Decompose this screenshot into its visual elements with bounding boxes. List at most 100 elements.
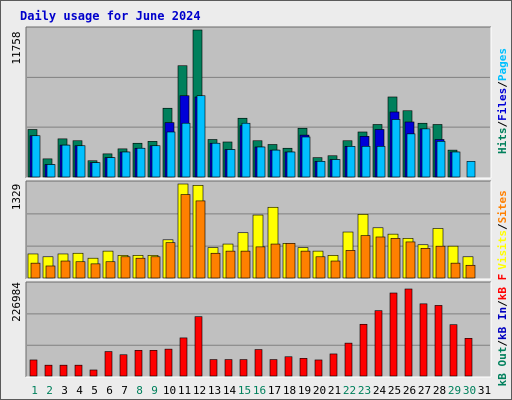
day-label-2: 2: [46, 384, 53, 397]
day-label-14: 14: [223, 384, 237, 397]
sites-bar-4: [75, 261, 86, 279]
legend-visits: Visits: [496, 230, 509, 270]
kbytes-bar-21: [329, 353, 338, 377]
sites-bar-22: [345, 250, 356, 279]
legend-kb-in: kB In: [496, 307, 509, 340]
pages-bar-26: [406, 133, 416, 178]
legend-sites: Sites: [496, 190, 509, 223]
sites-bar-1: [30, 262, 41, 279]
day-label-16: 16: [253, 384, 266, 397]
sites-bar-30: [465, 264, 476, 279]
kbytes-bar-14: [224, 359, 233, 377]
legend-hits: Hits: [496, 128, 509, 155]
panel-kbytes-ymax-label: 226984: [10, 282, 23, 322]
day-label-15: 15: [238, 384, 251, 397]
day-label-11: 11: [178, 384, 191, 397]
pages-bar-1: [31, 135, 41, 178]
kbytes-bar-28: [434, 305, 443, 377]
pages-bar-19: [301, 136, 311, 178]
kbytes-bar-17: [269, 359, 278, 377]
pages-bar-10: [166, 131, 176, 178]
day-label-4: 4: [76, 384, 83, 397]
kbytes-bar-27: [419, 303, 428, 377]
sites-bar-16: [255, 246, 266, 279]
pages-bar-30: [466, 161, 476, 178]
day-label-7: 7: [121, 384, 128, 397]
kbytes-bar-1: [29, 359, 38, 377]
sites-bar-23: [360, 235, 371, 279]
sites-bar-12: [195, 200, 206, 279]
kbytes-bar-25: [389, 292, 398, 377]
pages-bar-3: [61, 144, 71, 178]
legend-pages: Pages: [496, 48, 509, 81]
pages-bar-11: [181, 122, 191, 178]
day-label-27: 27: [418, 384, 431, 397]
sites-bar-20: [315, 256, 326, 279]
pages-bar-20: [316, 161, 326, 178]
legend-files: Files: [496, 88, 509, 121]
day-label-5: 5: [91, 384, 98, 397]
kbytes-bar-6: [104, 351, 113, 377]
kbytes-bar-11: [179, 337, 188, 377]
day-label-18: 18: [283, 384, 296, 397]
sites-bar-14: [225, 250, 236, 279]
pages-bar-13: [211, 142, 221, 178]
kbytes-bar-12: [194, 316, 203, 377]
pages-bar-7: [121, 151, 131, 178]
day-label-9: 9: [151, 384, 158, 397]
day-label-23: 23: [358, 384, 371, 397]
pages-bar-9: [151, 145, 161, 178]
day-label-3: 3: [61, 384, 68, 397]
kbytes-bar-26: [404, 288, 413, 377]
day-label-6: 6: [106, 384, 113, 397]
sites-bar-8: [135, 257, 146, 279]
pages-bar-2: [46, 164, 56, 178]
day-label-13: 13: [208, 384, 221, 397]
day-label-21: 21: [328, 384, 341, 397]
kbytes-bar-9: [149, 350, 158, 377]
sites-bar-5: [90, 263, 101, 279]
pages-bar-12: [196, 95, 206, 178]
day-label-24: 24: [373, 384, 387, 397]
pages-bar-15: [241, 122, 251, 178]
kbytes-bar-15: [239, 359, 248, 377]
pages-bar-23: [361, 146, 371, 178]
pages-bar-27: [421, 128, 431, 178]
pages-bar-18: [286, 151, 296, 178]
pages-bar-4: [76, 145, 86, 178]
sites-bar-6: [105, 261, 116, 279]
kbytes-bar-10: [164, 348, 173, 377]
legend--sep-3: /: [496, 300, 509, 307]
chart-title: Daily usage for June 2024: [20, 9, 201, 23]
kbytes-bar-24: [374, 310, 383, 377]
day-label-25: 25: [388, 384, 401, 397]
pages-bar-21: [331, 159, 341, 178]
kbytes-bar-5: [89, 369, 98, 377]
day-label-8: 8: [136, 384, 143, 397]
day-label-28: 28: [433, 384, 446, 397]
kbytes-bar-3: [59, 364, 68, 377]
kbytes-bar-19: [299, 358, 308, 377]
panel-visits-ymax-label: 1329: [10, 184, 23, 211]
day-label-20: 20: [313, 384, 326, 397]
day-label-31: 31: [478, 384, 491, 397]
kbytes-bar-29: [449, 324, 458, 377]
sites-bar-15: [240, 250, 251, 279]
day-label-12: 12: [193, 384, 206, 397]
day-label-10: 10: [163, 384, 176, 397]
sites-bar-26: [405, 241, 416, 279]
sites-bar-3: [60, 260, 71, 279]
sites-bar-27: [420, 247, 431, 279]
day-label-17: 17: [268, 384, 281, 397]
sites-bar-17: [270, 243, 281, 279]
kbytes-bar-22: [344, 342, 353, 377]
panel-visits-legend: Visits/Sites: [496, 190, 509, 270]
pages-bar-14: [226, 149, 236, 178]
pages-bar-25: [391, 119, 401, 178]
legend-kb-f: kB F: [496, 274, 509, 301]
sites-bar-9: [150, 256, 161, 279]
sites-bar-25: [390, 238, 401, 279]
legend--sep-1: /: [496, 121, 509, 128]
panel-hits-ymax-label: 11758: [10, 31, 23, 64]
pages-bar-6: [106, 157, 116, 178]
